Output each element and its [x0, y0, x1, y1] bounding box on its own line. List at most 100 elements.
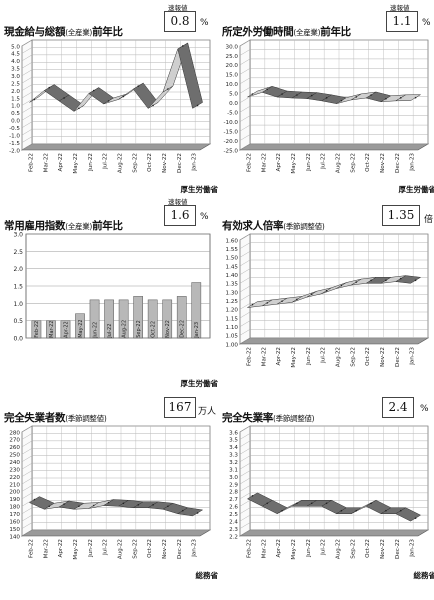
current-value-box: 1.1 — [386, 11, 418, 32]
current-value-box: 1.35 — [382, 205, 420, 226]
y-tick-label: 3.5 — [11, 67, 20, 73]
x-tick-label: Mar-22 — [261, 153, 267, 172]
y-tick-label: 2.2 — [229, 534, 238, 540]
data-point — [78, 108, 80, 110]
y-tick-label: 2.4 — [229, 519, 238, 525]
x-tick-label: Nov-22 — [165, 320, 171, 338]
x-tick-label: Apr-22 — [58, 539, 64, 557]
data-point — [355, 281, 357, 283]
source-label: 総務省 — [196, 570, 219, 581]
y-tick-label: 190 — [9, 497, 20, 503]
data-point — [123, 502, 125, 504]
x-tick-label: Mar-22 — [49, 321, 55, 338]
data-point — [167, 505, 169, 507]
data-point — [93, 505, 95, 507]
data-point — [326, 502, 328, 504]
y-tick-label: 20.0 — [226, 63, 239, 69]
y-tick-label: 230 — [9, 467, 20, 473]
x-tick-label: Sep-22 — [136, 320, 142, 338]
x-tick-label: Jan-23 — [410, 153, 416, 172]
y-tick-label: 4.5 — [11, 52, 20, 58]
data-point — [326, 97, 328, 99]
data-point — [341, 285, 343, 287]
source-label: 厚生労働省 — [399, 184, 434, 195]
y-tick-label: -10.0 — [224, 120, 239, 126]
y-tick-label: 1.45 — [226, 264, 239, 270]
x-tick-label: Jul-22 — [103, 153, 109, 170]
data-point — [385, 280, 387, 282]
x-tick-label: Jan-23 — [410, 347, 416, 366]
y-tick-label: 160 — [9, 519, 20, 525]
y-tick-label: 3.4 — [229, 445, 238, 451]
y-tick-label: 1.0 — [13, 301, 23, 308]
x-tick-label: Mar-22 — [261, 539, 267, 558]
y-tick-label: -5.0 — [227, 110, 238, 116]
data-point — [137, 504, 139, 506]
x-tick-label: Jun-22 — [92, 322, 98, 339]
y-tick-label: -2.0 — [9, 148, 20, 154]
y-tick-label: 2.7 — [229, 497, 238, 503]
data-point — [167, 88, 169, 90]
y-tick-label: 150 — [9, 527, 20, 533]
y-tick-label: -1.0 — [9, 133, 20, 139]
x-tick-label: Feb-22 — [34, 321, 40, 338]
x-tick-label: Feb-22 — [28, 539, 34, 558]
x-tick-label: May-22 — [73, 153, 79, 174]
data-point — [370, 280, 372, 282]
x-tick-label: Jun-22 — [88, 153, 94, 172]
y-tick-label: 200 — [9, 490, 20, 496]
x-tick-label: Mar-22 — [43, 153, 49, 172]
data-point — [34, 499, 36, 501]
data-point — [63, 97, 65, 99]
x-tick-label: Feb-22 — [246, 347, 252, 366]
data-point — [370, 502, 372, 504]
floor — [240, 530, 428, 536]
x-tick-label: Apr-22 — [276, 153, 282, 171]
x-tick-label: Aug-22 — [121, 320, 127, 338]
x-tick-label: Sep-22 — [350, 539, 356, 559]
x-tick-label: Jan-23 — [192, 539, 198, 558]
data-point — [326, 290, 328, 292]
x-tick-label: Sep-22 — [350, 347, 356, 367]
y-tick-label: 0.5 — [13, 318, 23, 325]
x-tick-label: Dec-22 — [395, 153, 401, 173]
y-tick-label: 0.0 — [11, 119, 20, 125]
data-point — [108, 502, 110, 504]
x-tick-label: Nov-22 — [380, 153, 386, 173]
x-tick-label: Apr-22 — [63, 321, 69, 338]
x-tick-label: Jun-22 — [306, 347, 312, 366]
x-tick-label: Oct-22 — [365, 347, 371, 366]
y-tick-label: 2.6 — [229, 505, 238, 511]
data-point — [48, 505, 50, 507]
data-point — [415, 517, 417, 519]
y-tick-label: 4.0 — [11, 59, 20, 65]
x-tick-label: Mar-22 — [43, 539, 49, 558]
x-tick-label: Nov-22 — [380, 539, 386, 559]
y-tick-label: 1.5 — [13, 284, 23, 291]
data-point — [182, 45, 184, 47]
current-value-box: 1.6 — [164, 205, 196, 226]
y-tick-label: 2.3 — [229, 527, 238, 533]
y-tick-label: 1.60 — [226, 238, 239, 244]
data-point — [123, 96, 125, 98]
data-point — [400, 97, 402, 99]
y-tick-label: 1.30 — [226, 290, 239, 296]
unit-label: 倍 — [424, 212, 433, 225]
x-tick-label: May-22 — [73, 539, 79, 560]
x-tick-label: Jul-22 — [321, 347, 327, 364]
data-point — [415, 97, 417, 99]
data-point — [296, 502, 298, 504]
y-tick-label: 170 — [9, 512, 20, 518]
y-tick-label: 15.0 — [226, 73, 239, 79]
x-tick-label: May-22 — [291, 347, 297, 368]
floor — [240, 338, 428, 344]
x-tick-label: Aug-22 — [335, 153, 341, 173]
x-tick-label: May-22 — [78, 319, 84, 337]
data-point — [34, 99, 36, 101]
data-point — [48, 87, 50, 89]
current-value-box: 0.8 — [164, 11, 196, 32]
data-point — [355, 510, 357, 512]
y-tick-label: 0.5 — [11, 111, 20, 117]
side-wall — [240, 40, 250, 150]
